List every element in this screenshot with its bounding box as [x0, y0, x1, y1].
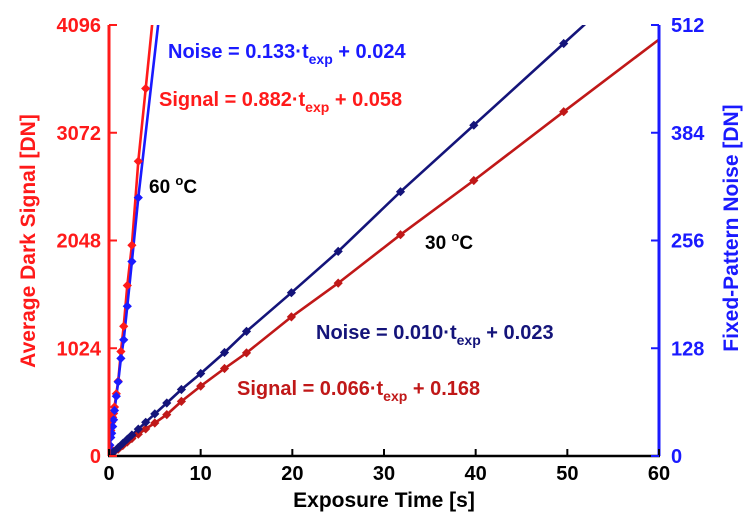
- data-point-signal-60: [133, 156, 143, 166]
- data-point-signal-30: [559, 107, 569, 117]
- data-point-signal-30: [176, 396, 186, 406]
- noise-30c-equation: Noise = 0.010·texp + 0.023: [316, 322, 554, 348]
- data-point-signal-30: [150, 418, 160, 428]
- data-point-noise-30: [141, 417, 151, 427]
- x-tick-label: 50: [556, 463, 578, 485]
- data-point-signal-30: [469, 175, 479, 186]
- series-markers: [109, 38, 569, 456]
- left-y-tick-label: 2048: [57, 231, 102, 253]
- data-point-signal-30: [286, 312, 296, 322]
- data-point-noise-30: [333, 246, 343, 256]
- data-point-signal-60: [119, 321, 129, 331]
- right-y-tick-label: 384: [671, 123, 705, 145]
- left-y-tick-label: 4096: [57, 15, 102, 37]
- data-point-signal-60: [127, 240, 137, 250]
- data-point-signal-60: [116, 346, 126, 357]
- data-point-signal-30: [395, 230, 406, 240]
- data-point-signal-30: [162, 410, 172, 420]
- left-y-axis-label: Average Dark Signal [DN]: [17, 114, 40, 368]
- series-line-signal-60: [109, 25, 154, 453]
- data-point-signal-30: [241, 348, 252, 358]
- data-point-signal-30: [133, 429, 143, 439]
- data-point-noise-30: [122, 434, 132, 444]
- noise-60c-equation: Noise = 0.133·texp + 0.024: [168, 41, 406, 67]
- data-point-noise-60: [127, 256, 137, 267]
- data-point-noise-60: [116, 353, 126, 363]
- axis-ticks: [108, 24, 660, 457]
- axis-tick-labels: 0 10 20 30 40 50 60010242048307240960128256384…: [57, 15, 706, 485]
- data-point-noise-30: [196, 368, 206, 379]
- x-tick-label: 60: [648, 463, 670, 485]
- data-point-noise-60: [109, 415, 119, 425]
- data-point-noise-30: [133, 424, 143, 434]
- data-point-noise-30: [286, 288, 296, 298]
- data-point-noise-60: [109, 405, 120, 416]
- data-point-noise-60: [122, 301, 132, 311]
- left-y-tick-label: 3072: [57, 123, 102, 145]
- data-point-noise-60: [133, 193, 143, 203]
- data-point-noise-60: [109, 421, 118, 432]
- data-point-noise-60: [119, 335, 129, 345]
- right-y-tick-label: 128: [671, 338, 704, 360]
- data-point-noise-30: [395, 187, 406, 197]
- data-point-signal-30: [141, 424, 151, 434]
- x-axis-label: Exposure Time [s]: [293, 489, 475, 512]
- signal-60c-equation: Signal = 0.882·texp + 0.058: [159, 89, 402, 115]
- data-point-signal-30: [333, 278, 343, 288]
- data-point-noise-30: [176, 384, 186, 395]
- data-point-noise-30: [127, 430, 137, 440]
- data-point-noise-30: [241, 326, 252, 336]
- temperature-label-30c: 30 oC: [425, 229, 473, 254]
- x-tick-label: 20: [281, 463, 303, 485]
- right-y-axis-label: Fixed-Pattern Noise [DN]: [720, 104, 743, 351]
- data-point-noise-30: [113, 443, 123, 453]
- series-line-noise-60: [109, 25, 160, 454]
- data-point-noise-30: [469, 120, 479, 130]
- data-point-signal-30: [219, 363, 230, 374]
- data-point-noise-60: [109, 428, 117, 438]
- data-point-noise-30: [219, 347, 230, 358]
- left-y-tick-label: 0: [90, 446, 101, 468]
- data-point-noise-30: [109, 447, 119, 456]
- x-tick-label: 10: [190, 463, 212, 485]
- data-point-noise-30: [559, 38, 569, 49]
- data-point-signal-30: [196, 381, 206, 391]
- signal-30c-equation: Signal = 0.066·texp + 0.168: [237, 378, 480, 404]
- temperature-label-60c: 60 oC: [149, 173, 197, 198]
- x-tick-label: 30: [373, 463, 395, 485]
- data-point-noise-30: [162, 398, 172, 408]
- data-point-signal-60: [141, 83, 151, 94]
- data-point-signal-60: [122, 280, 132, 291]
- left-y-tick-label: 1024: [57, 338, 102, 360]
- data-point-noise-60: [113, 377, 123, 387]
- right-y-tick-label: 512: [671, 15, 704, 37]
- x-tick-label: 40: [465, 463, 487, 485]
- right-y-tick-label: 0: [671, 446, 682, 468]
- data-point-noise-60: [111, 391, 121, 401]
- right-y-tick-label: 256: [671, 231, 704, 253]
- data-point-noise-30: [150, 409, 160, 419]
- x-tick-label: 0: [103, 463, 114, 485]
